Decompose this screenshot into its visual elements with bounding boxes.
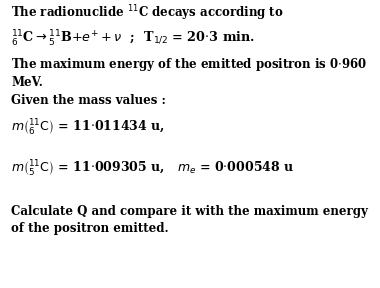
Text: The maximum energy of the emitted positron is 0$\cdot$960: The maximum energy of the emitted positr…	[11, 56, 368, 73]
Text: $m\left(^{11}_{6}\mathrm{C}\right)$ = 11$\cdot$011434 u,: $m\left(^{11}_{6}\mathrm{C}\right)$ = 11…	[11, 118, 165, 138]
Text: $^{11}_{6}$C$\rightarrow$$^{11}_{5}$B$+e^{+}+\nu$  ;  T$_{1/2}$ = 20$\cdot$3 min: $^{11}_{6}$C$\rightarrow$$^{11}_{5}$B$+e…	[11, 29, 255, 49]
Text: Calculate Q and compare it with the maximum energy: Calculate Q and compare it with the maxi…	[11, 205, 368, 218]
Text: The radionuclide $^{11}$C decays according to: The radionuclide $^{11}$C decays accordi…	[11, 3, 284, 23]
Text: $m\left(^{11}_{5}\mathrm{C}\right)$ = 11$\cdot$009305 u,   $m_{e}$ = 0$\cdot$000: $m\left(^{11}_{5}\mathrm{C}\right)$ = 11…	[11, 158, 294, 179]
Text: MeV.: MeV.	[11, 75, 43, 89]
Text: of the positron emitted.: of the positron emitted.	[11, 222, 169, 236]
Text: Given the mass values :: Given the mass values :	[11, 94, 166, 107]
